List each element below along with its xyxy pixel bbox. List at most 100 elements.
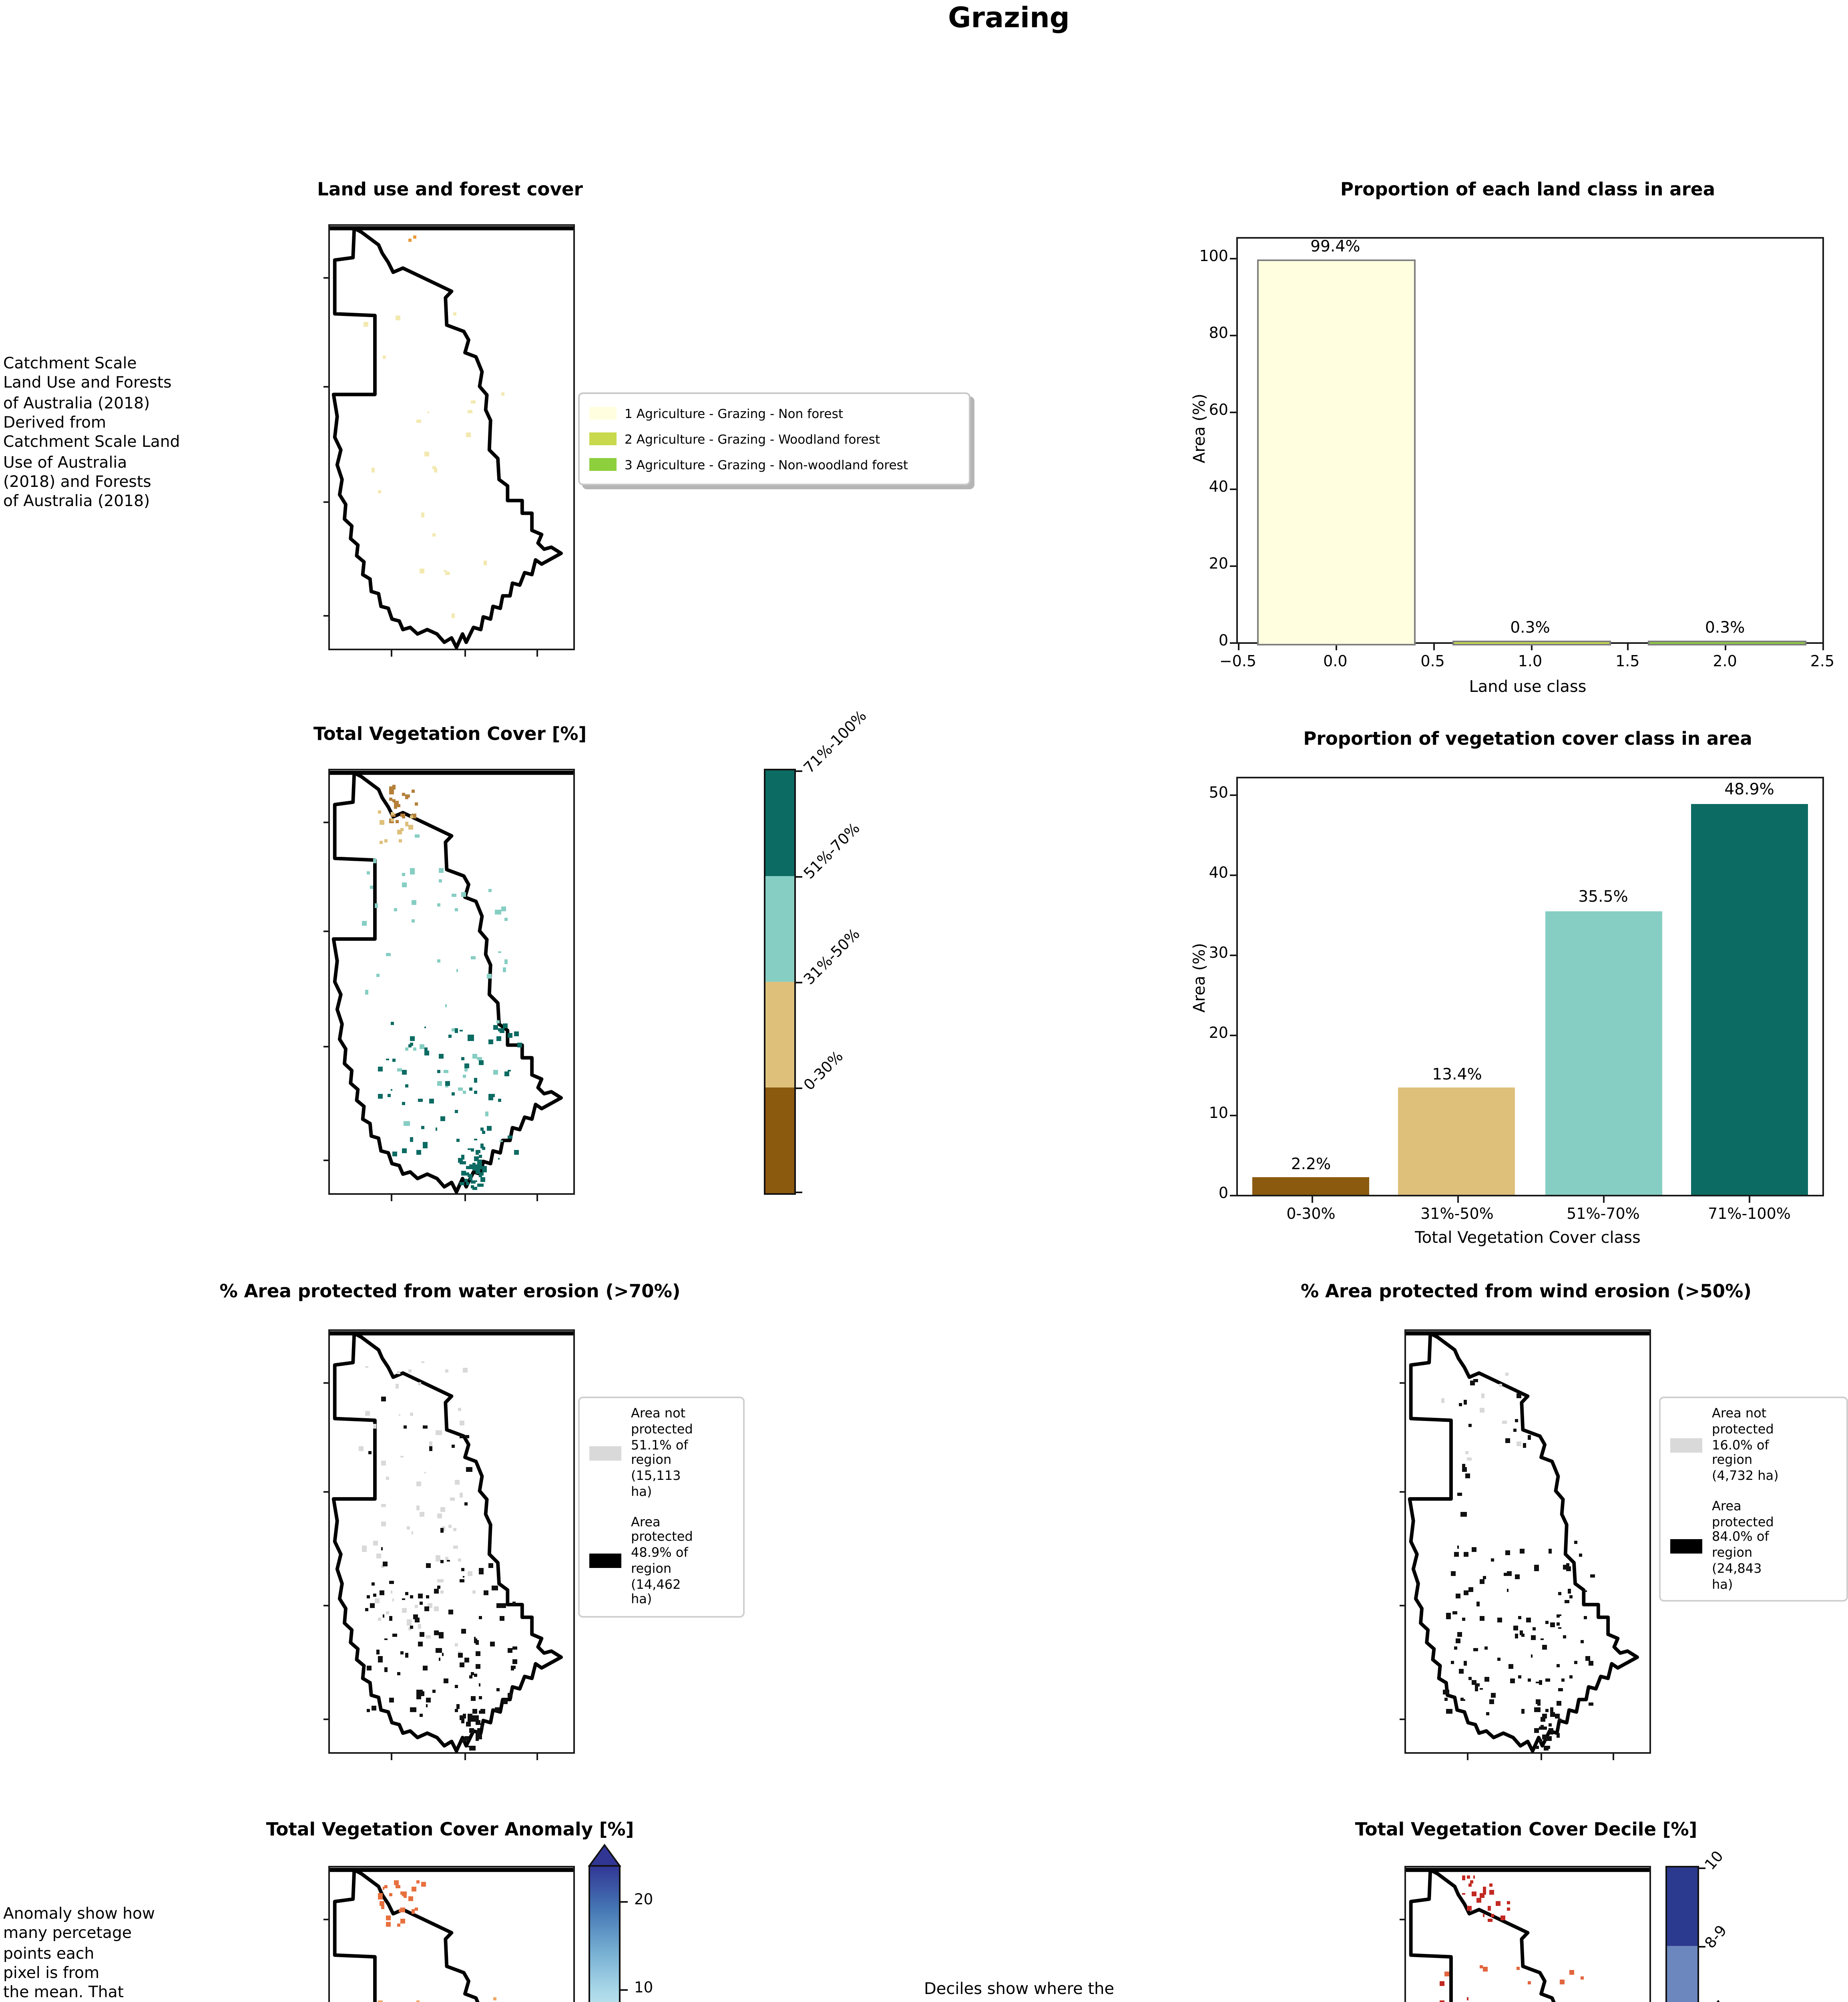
raster-pixel xyxy=(494,1707,499,1712)
raster-pixel xyxy=(1541,1717,1545,1722)
raster-pixel xyxy=(386,952,390,957)
y-axis-tick-label: 100 xyxy=(1199,248,1228,266)
raster-pixel xyxy=(448,1609,453,1614)
raster-pixel xyxy=(476,1738,479,1741)
raster-pixel xyxy=(407,1620,412,1625)
raster-pixel xyxy=(1506,1439,1511,1443)
raster-pixel xyxy=(1536,1698,1541,1704)
raster-pixel xyxy=(1563,1565,1568,1570)
raster-pixel xyxy=(1461,1511,1466,1517)
raster-pixel xyxy=(440,1528,444,1532)
colorbar-tick xyxy=(620,1989,628,1991)
raster-pixel xyxy=(409,1626,412,1630)
raster-pixel xyxy=(1517,1393,1522,1398)
y-axis-tick xyxy=(1230,794,1238,796)
raster-pixel xyxy=(402,1608,407,1614)
bar xyxy=(1452,641,1611,645)
raster-pixel xyxy=(1559,1614,1562,1617)
map-axis-tick xyxy=(391,1193,392,1200)
raster-pixel xyxy=(446,1085,448,1088)
colorbar-label: 0-30% xyxy=(801,1048,848,1095)
raster-pixel xyxy=(480,1127,484,1131)
map-axis-tick xyxy=(323,1159,330,1161)
map-axis-tick xyxy=(323,386,330,388)
raster-pixel xyxy=(412,1047,416,1051)
raster-pixel xyxy=(1505,1372,1508,1375)
raster-pixel xyxy=(472,1169,475,1172)
raster-pixel xyxy=(504,959,508,964)
colorbar-segment xyxy=(765,770,794,876)
raster-pixel xyxy=(433,1690,436,1693)
raster-pixel xyxy=(1488,1918,1492,1922)
raster-pixel xyxy=(420,1713,424,1717)
raster-pixel xyxy=(1569,1970,1574,1974)
raster-pixel xyxy=(388,1094,391,1097)
raster-pixel xyxy=(445,571,449,575)
bar xyxy=(1545,911,1662,1195)
raster-pixel xyxy=(1504,1573,1507,1576)
land-chart-xlabel: Land use class xyxy=(1469,679,1587,697)
raster-pixel xyxy=(404,1592,408,1596)
raster-pixel xyxy=(440,1117,446,1122)
raster-pixel xyxy=(1469,1588,1474,1592)
raster-pixel xyxy=(441,1507,446,1512)
raster-pixel xyxy=(420,1632,424,1636)
raster-pixel xyxy=(385,1058,389,1061)
raster-pixel xyxy=(1480,1408,1484,1412)
raster-pixel xyxy=(474,1138,477,1141)
raster-pixel xyxy=(1534,1727,1539,1733)
raster-pixel xyxy=(378,2000,383,2002)
raster-pixel xyxy=(1555,1714,1559,1719)
raster-pixel xyxy=(479,1711,482,1715)
x-axis-tick xyxy=(1432,642,1434,650)
raster-pixel xyxy=(408,239,412,243)
raster-pixel xyxy=(504,1071,509,1076)
veg-chart-ylabel: Area (%) xyxy=(1192,943,1209,1013)
map-axis-tick xyxy=(1399,1491,1406,1493)
raster-pixel xyxy=(514,1032,519,1037)
raster-pixel xyxy=(1560,1979,1565,1984)
raster-pixel xyxy=(424,1047,428,1051)
raster-pixel xyxy=(372,1705,377,1711)
legend-swatch-nonwoodland xyxy=(589,458,617,471)
map-axis-tick xyxy=(464,1752,466,1759)
raster-pixel xyxy=(1496,1658,1500,1662)
raster-pixel xyxy=(426,1594,430,1599)
raster-pixel xyxy=(410,814,414,818)
raster-pixel xyxy=(424,1026,426,1029)
raster-pixel xyxy=(503,1023,508,1028)
land-use-source-note: Catchment Scale Land Use and Forests of … xyxy=(3,356,180,512)
raster-pixel xyxy=(452,614,456,618)
raster-pixel xyxy=(1476,1602,1480,1606)
colorbar-tick xyxy=(620,1901,628,1904)
raster-pixel xyxy=(386,1922,391,1927)
raster-pixel xyxy=(473,1716,478,1722)
raster-pixel xyxy=(493,1025,498,1030)
raster-pixel xyxy=(468,1035,474,1041)
raster-pixel xyxy=(402,882,407,887)
raster-pixel xyxy=(460,1662,465,1667)
raster-pixel xyxy=(464,1068,468,1072)
raster-pixel xyxy=(369,886,373,889)
raster-pixel xyxy=(1549,1723,1552,1727)
raster-pixel xyxy=(404,1120,410,1126)
raster-pixel xyxy=(1495,1900,1500,1906)
raster-pixel xyxy=(435,1556,440,1561)
raster-pixel xyxy=(495,909,501,915)
raster-pixel xyxy=(426,1698,430,1703)
raster-pixel xyxy=(462,1720,465,1723)
raster-pixel xyxy=(1580,1976,1583,1980)
raster-pixel xyxy=(417,1594,422,1599)
y-axis-tick xyxy=(1230,1195,1238,1196)
raster-pixel xyxy=(1461,1464,1466,1469)
raster-pixel xyxy=(469,1727,475,1733)
raster-pixel xyxy=(1516,1966,1520,1970)
raster-pixel xyxy=(471,1180,476,1184)
raster-pixel xyxy=(1519,1631,1523,1635)
y-axis-tick-label: 20 xyxy=(1209,1025,1228,1043)
raster-pixel xyxy=(439,879,443,883)
legend-item: Area not protected 16.0% of region (4,73… xyxy=(1670,1406,1837,1484)
raster-pixel xyxy=(434,468,438,472)
raster-pixel xyxy=(1527,1618,1532,1623)
raster-pixel xyxy=(1445,1697,1448,1700)
